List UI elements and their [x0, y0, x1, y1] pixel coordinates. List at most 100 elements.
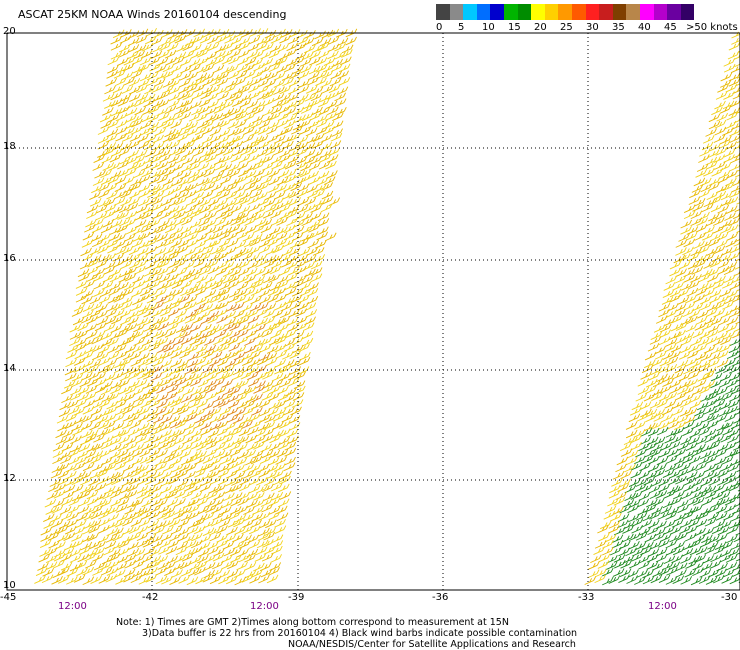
wind-barb [152, 358, 165, 367]
wind-barb [218, 519, 231, 528]
wind-barb [713, 154, 725, 163]
wind-barb [246, 147, 259, 156]
wind-barb [263, 259, 276, 269]
wind-barb [282, 351, 294, 360]
wind-barb [639, 436, 652, 446]
wind-barb [241, 79, 254, 88]
wind-barb [191, 267, 203, 277]
wind-barb [105, 406, 118, 415]
wind-barb [668, 561, 681, 571]
wind-barb [157, 267, 169, 276]
wind-barb [41, 574, 54, 584]
wind-barb [158, 259, 171, 269]
wind-barb [156, 399, 168, 409]
wind-barb [296, 135, 309, 145]
wind-barb [110, 35, 122, 45]
wind-barb [653, 408, 665, 418]
wind-barb [86, 496, 99, 506]
wind-barb [250, 455, 263, 465]
wind-barb [180, 344, 192, 354]
wind-barb [662, 289, 675, 298]
wind-barb [107, 337, 119, 347]
wind-barb [252, 161, 265, 171]
wind-barb [179, 560, 192, 570]
wind-barb [679, 399, 692, 408]
wind-barb [620, 448, 633, 457]
wind-barb [197, 331, 209, 341]
wind-barb [216, 534, 229, 543]
wind-barb [100, 566, 113, 576]
wind-barb [210, 302, 222, 312]
wind-barb [281, 72, 294, 81]
wind-barb [197, 505, 210, 515]
wind-barb [114, 406, 127, 416]
wind-barb [682, 393, 694, 402]
wind-barb [196, 442, 208, 451]
wind-barb [274, 400, 286, 409]
wind-barb [704, 545, 716, 555]
wind-barb [598, 553, 611, 563]
wind-barb [227, 120, 240, 129]
wind-barb [217, 135, 230, 144]
wind-barb [122, 351, 135, 361]
wind-barb [137, 464, 149, 474]
wind-barb [176, 541, 189, 551]
wind-barb [241, 420, 253, 430]
wind-barb [138, 197, 150, 207]
wind-barb [205, 379, 218, 388]
wind-barb [149, 175, 161, 185]
wind-barb [720, 225, 732, 234]
wind-barb [667, 420, 679, 430]
wind-barb [289, 240, 302, 249]
wind-barb [98, 295, 111, 304]
wind-barb [136, 485, 149, 494]
wind-barb [76, 567, 88, 577]
wind-barb [645, 503, 657, 513]
wind-barb [284, 107, 296, 116]
wind-barb [649, 336, 662, 345]
wind-barb [195, 337, 207, 347]
wind-barb [183, 428, 195, 437]
wind-barb [167, 30, 180, 40]
wind-barb [169, 518, 181, 528]
wind-barb [208, 526, 221, 536]
wind-barb [244, 344, 257, 354]
wind-barb [100, 440, 113, 450]
wind-barb [203, 168, 216, 178]
wind-barb [241, 247, 253, 256]
wind-barb [682, 455, 694, 464]
wind-barb [234, 576, 247, 586]
wind-barb [85, 559, 97, 569]
wind-barb [128, 370, 141, 380]
wind-barb [149, 555, 162, 565]
scale-label-45: 45 [664, 22, 677, 33]
wind-barb [244, 170, 257, 179]
wind-barb [98, 198, 110, 208]
wind-barb [645, 413, 658, 422]
wind-barb [262, 114, 274, 123]
wind-barb [185, 413, 198, 422]
wind-barb [99, 233, 111, 242]
wind-barb [687, 518, 700, 528]
wind-barb [653, 527, 666, 537]
wind-barb [224, 485, 236, 494]
wind-barb [275, 505, 288, 515]
wind-barb [136, 93, 149, 102]
wind-barb [720, 372, 732, 382]
wind-barb [305, 127, 318, 137]
wind-barb [112, 422, 125, 431]
wind-barb [149, 226, 161, 235]
wind-barb [200, 323, 212, 333]
wind-barb [619, 442, 632, 452]
wind-barb [229, 106, 242, 116]
wind-barb [252, 331, 265, 341]
wind-barb [207, 265, 220, 275]
wind-barb [272, 93, 285, 102]
wind-barb [219, 231, 231, 240]
wind-barb [195, 513, 208, 523]
wind-barb [246, 100, 259, 109]
wind-barb [594, 540, 607, 549]
wind-barb [218, 238, 231, 248]
wind-barb [263, 323, 276, 332]
wind-barb [262, 483, 274, 493]
